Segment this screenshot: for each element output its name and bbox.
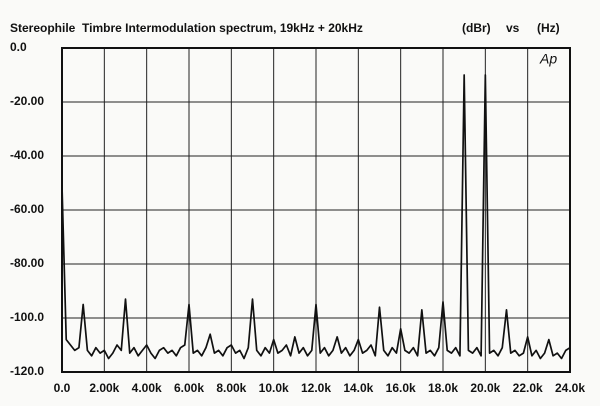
y-axis-label: (dBr): [462, 21, 491, 35]
y-tick-label: -80.00: [10, 256, 44, 270]
x-tick-label: 2.00k: [89, 381, 119, 395]
x-tick-label: 4.00k: [132, 381, 162, 395]
y-tick-label: -100.0: [10, 310, 44, 324]
x-tick-label: 22.0k: [513, 381, 543, 395]
x-tick-label: 8.00k: [216, 381, 246, 395]
y-tick-label: 0.0: [10, 40, 27, 54]
y-tick-label: -20.00: [10, 94, 44, 108]
spectrum-line: [61, 74, 571, 360]
annotation: Ap: [539, 51, 557, 67]
x-tick-label: 20.0k: [470, 381, 500, 395]
x-tick-label: 18.0k: [428, 381, 458, 395]
x-tick-label: 6.00k: [174, 381, 204, 395]
x-axis-label: (Hz): [537, 21, 560, 35]
y-tick-label: -60.00: [10, 202, 44, 216]
x-tick-label: 12.0k: [301, 381, 331, 395]
x-tick-label: 16.0k: [386, 381, 416, 395]
x-tick-label: 24.0k: [555, 381, 585, 395]
chart-title: Stereophile Timbre Intermodulation spect…: [10, 21, 363, 35]
y-tick-label: -120.0: [10, 364, 44, 378]
x-tick-label: 0.0: [54, 381, 71, 395]
y-tick-label: -40.00: [10, 148, 44, 162]
x-tick-label: 14.0k: [343, 381, 373, 395]
x-tick-label: 10.0k: [259, 381, 289, 395]
vs-label: vs: [506, 21, 520, 35]
